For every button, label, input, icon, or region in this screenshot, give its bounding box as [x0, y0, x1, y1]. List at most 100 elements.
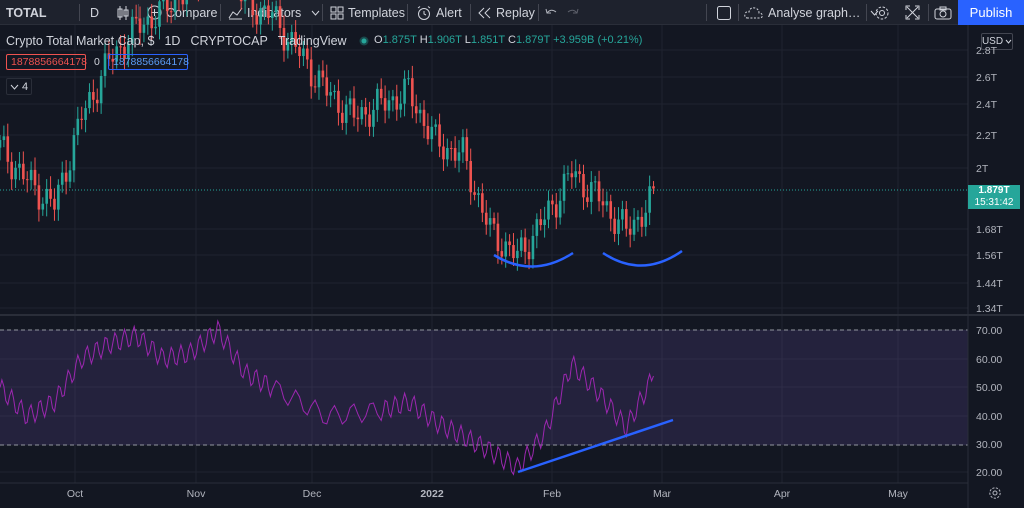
settings-button[interactable] [874, 0, 890, 25]
indicators-collapse-button[interactable]: 4 [6, 78, 33, 95]
drawing-rsi-trendline [517, 418, 674, 474]
candle-body [504, 241, 507, 257]
candle-body [18, 163, 21, 168]
change-value: +3.959B (+0.21%) [553, 34, 643, 46]
gear-icon [874, 5, 890, 21]
indicators-button[interactable]: Indicators [228, 0, 320, 25]
candle-body [84, 108, 87, 120]
candle-body [547, 200, 550, 220]
publish-button[interactable]: Publish [958, 0, 1024, 25]
candle-body [434, 124, 437, 127]
candle-body [453, 147, 457, 161]
candle-body [317, 70, 321, 88]
snapshot-button[interactable] [934, 0, 952, 25]
expand-icon [905, 5, 920, 20]
candle-body [570, 173, 574, 178]
candle-body [601, 201, 605, 206]
candle-body [80, 118, 83, 120]
candle-body [88, 92, 91, 109]
collapse-count: 4 [22, 80, 29, 93]
candle-body [364, 107, 367, 115]
fullscreen-layout-button[interactable] [716, 0, 732, 25]
sell-price-box[interactable]: 1878856664178 [6, 54, 87, 70]
candle-body [41, 203, 45, 210]
candle-body [562, 173, 566, 201]
candle-body [306, 48, 309, 60]
candle-body [103, 53, 107, 76]
chevron-down-icon [1005, 39, 1012, 44]
alert-label: Alert [436, 5, 462, 20]
rewind-icon [478, 7, 492, 19]
buy-price-box[interactable]: 1878856664178 [108, 54, 189, 70]
candle-body [313, 86, 317, 88]
undo-button[interactable] [544, 0, 558, 25]
templates-button[interactable]: Templates [330, 0, 405, 25]
price-tick: 2T [976, 163, 989, 175]
candle-body [516, 250, 519, 259]
chart-type-button[interactable] [116, 0, 130, 25]
currency-button[interactable]: USD [981, 33, 1013, 50]
candle-body [379, 88, 383, 99]
candle-body [589, 182, 593, 202]
candle-body [76, 118, 80, 136]
time-tick: Oct [66, 488, 84, 500]
candle-body [360, 107, 364, 120]
candle-body [348, 98, 352, 105]
time-tick: Nov [186, 488, 206, 500]
candle-body [442, 146, 445, 160]
analyse-graph-button[interactable]: Analyse graph… [744, 0, 879, 25]
last-price-value: 1.879T [978, 185, 1010, 196]
camera-icon [934, 6, 952, 20]
candle-body [438, 124, 441, 147]
last-price-label: 1.879T 15:31:42 [968, 185, 1020, 209]
candle-body [25, 179, 29, 181]
candle-body [154, 26, 157, 29]
time-tick: Mar [652, 488, 672, 500]
chevron-down-icon [870, 10, 879, 16]
rsi-tick: 40.00 [976, 411, 1003, 423]
candle-body [321, 70, 325, 78]
interval-button[interactable]: D [90, 0, 99, 25]
candle-body [426, 125, 430, 140]
candle-body [632, 219, 636, 235]
candle-body [508, 241, 511, 246]
spread-value: 0 [94, 56, 100, 68]
symbol-search-button[interactable]: TOTAL [6, 0, 47, 25]
rsi-line [0, 319, 654, 476]
candle-body [593, 181, 597, 183]
candle-body [554, 204, 558, 218]
candle-body [387, 100, 391, 111]
axis-settings-button[interactable] [988, 486, 1002, 503]
candle-body [414, 106, 418, 114]
series-legend[interactable]: Crypto Total Market Cap, $ 1D CRYPTOCAP … [6, 33, 369, 49]
rsi-tick: 20.00 [976, 467, 1003, 479]
replay-label: Replay [496, 5, 535, 20]
drawing-arc-left [493, 251, 574, 268]
candle-body [430, 126, 434, 140]
price-tick: 2.4T [976, 99, 998, 111]
replay-button[interactable]: Replay [478, 0, 535, 25]
candle-body [376, 88, 379, 110]
candle-body [613, 218, 616, 234]
candle-body [22, 163, 25, 180]
candle-body [473, 192, 476, 195]
time-tick: Apr [773, 488, 791, 500]
candle-body [621, 209, 624, 220]
redo-button[interactable] [566, 0, 580, 25]
ohlc-values: O1.875T H1.906T L1.851T C1.879T +3.959B … [374, 34, 643, 46]
legend-exchange: CRYPTOCAP [190, 34, 268, 48]
fullscreen-button[interactable] [905, 0, 920, 25]
compare-button[interactable]: Compare [147, 0, 217, 25]
candle-body [2, 136, 6, 141]
candle-body [372, 109, 375, 127]
alert-button[interactable]: Alert [416, 0, 462, 25]
publish-label: Publish [969, 5, 1013, 20]
time-tick: May [888, 488, 908, 500]
top-toolbar: TOTAL D Compare Indicators Templates [0, 0, 1024, 25]
candle-body [95, 99, 99, 104]
candle-body [527, 251, 531, 260]
legend-interval: 1D [164, 34, 181, 48]
candle-body [628, 228, 632, 235]
candle-body [57, 184, 60, 210]
